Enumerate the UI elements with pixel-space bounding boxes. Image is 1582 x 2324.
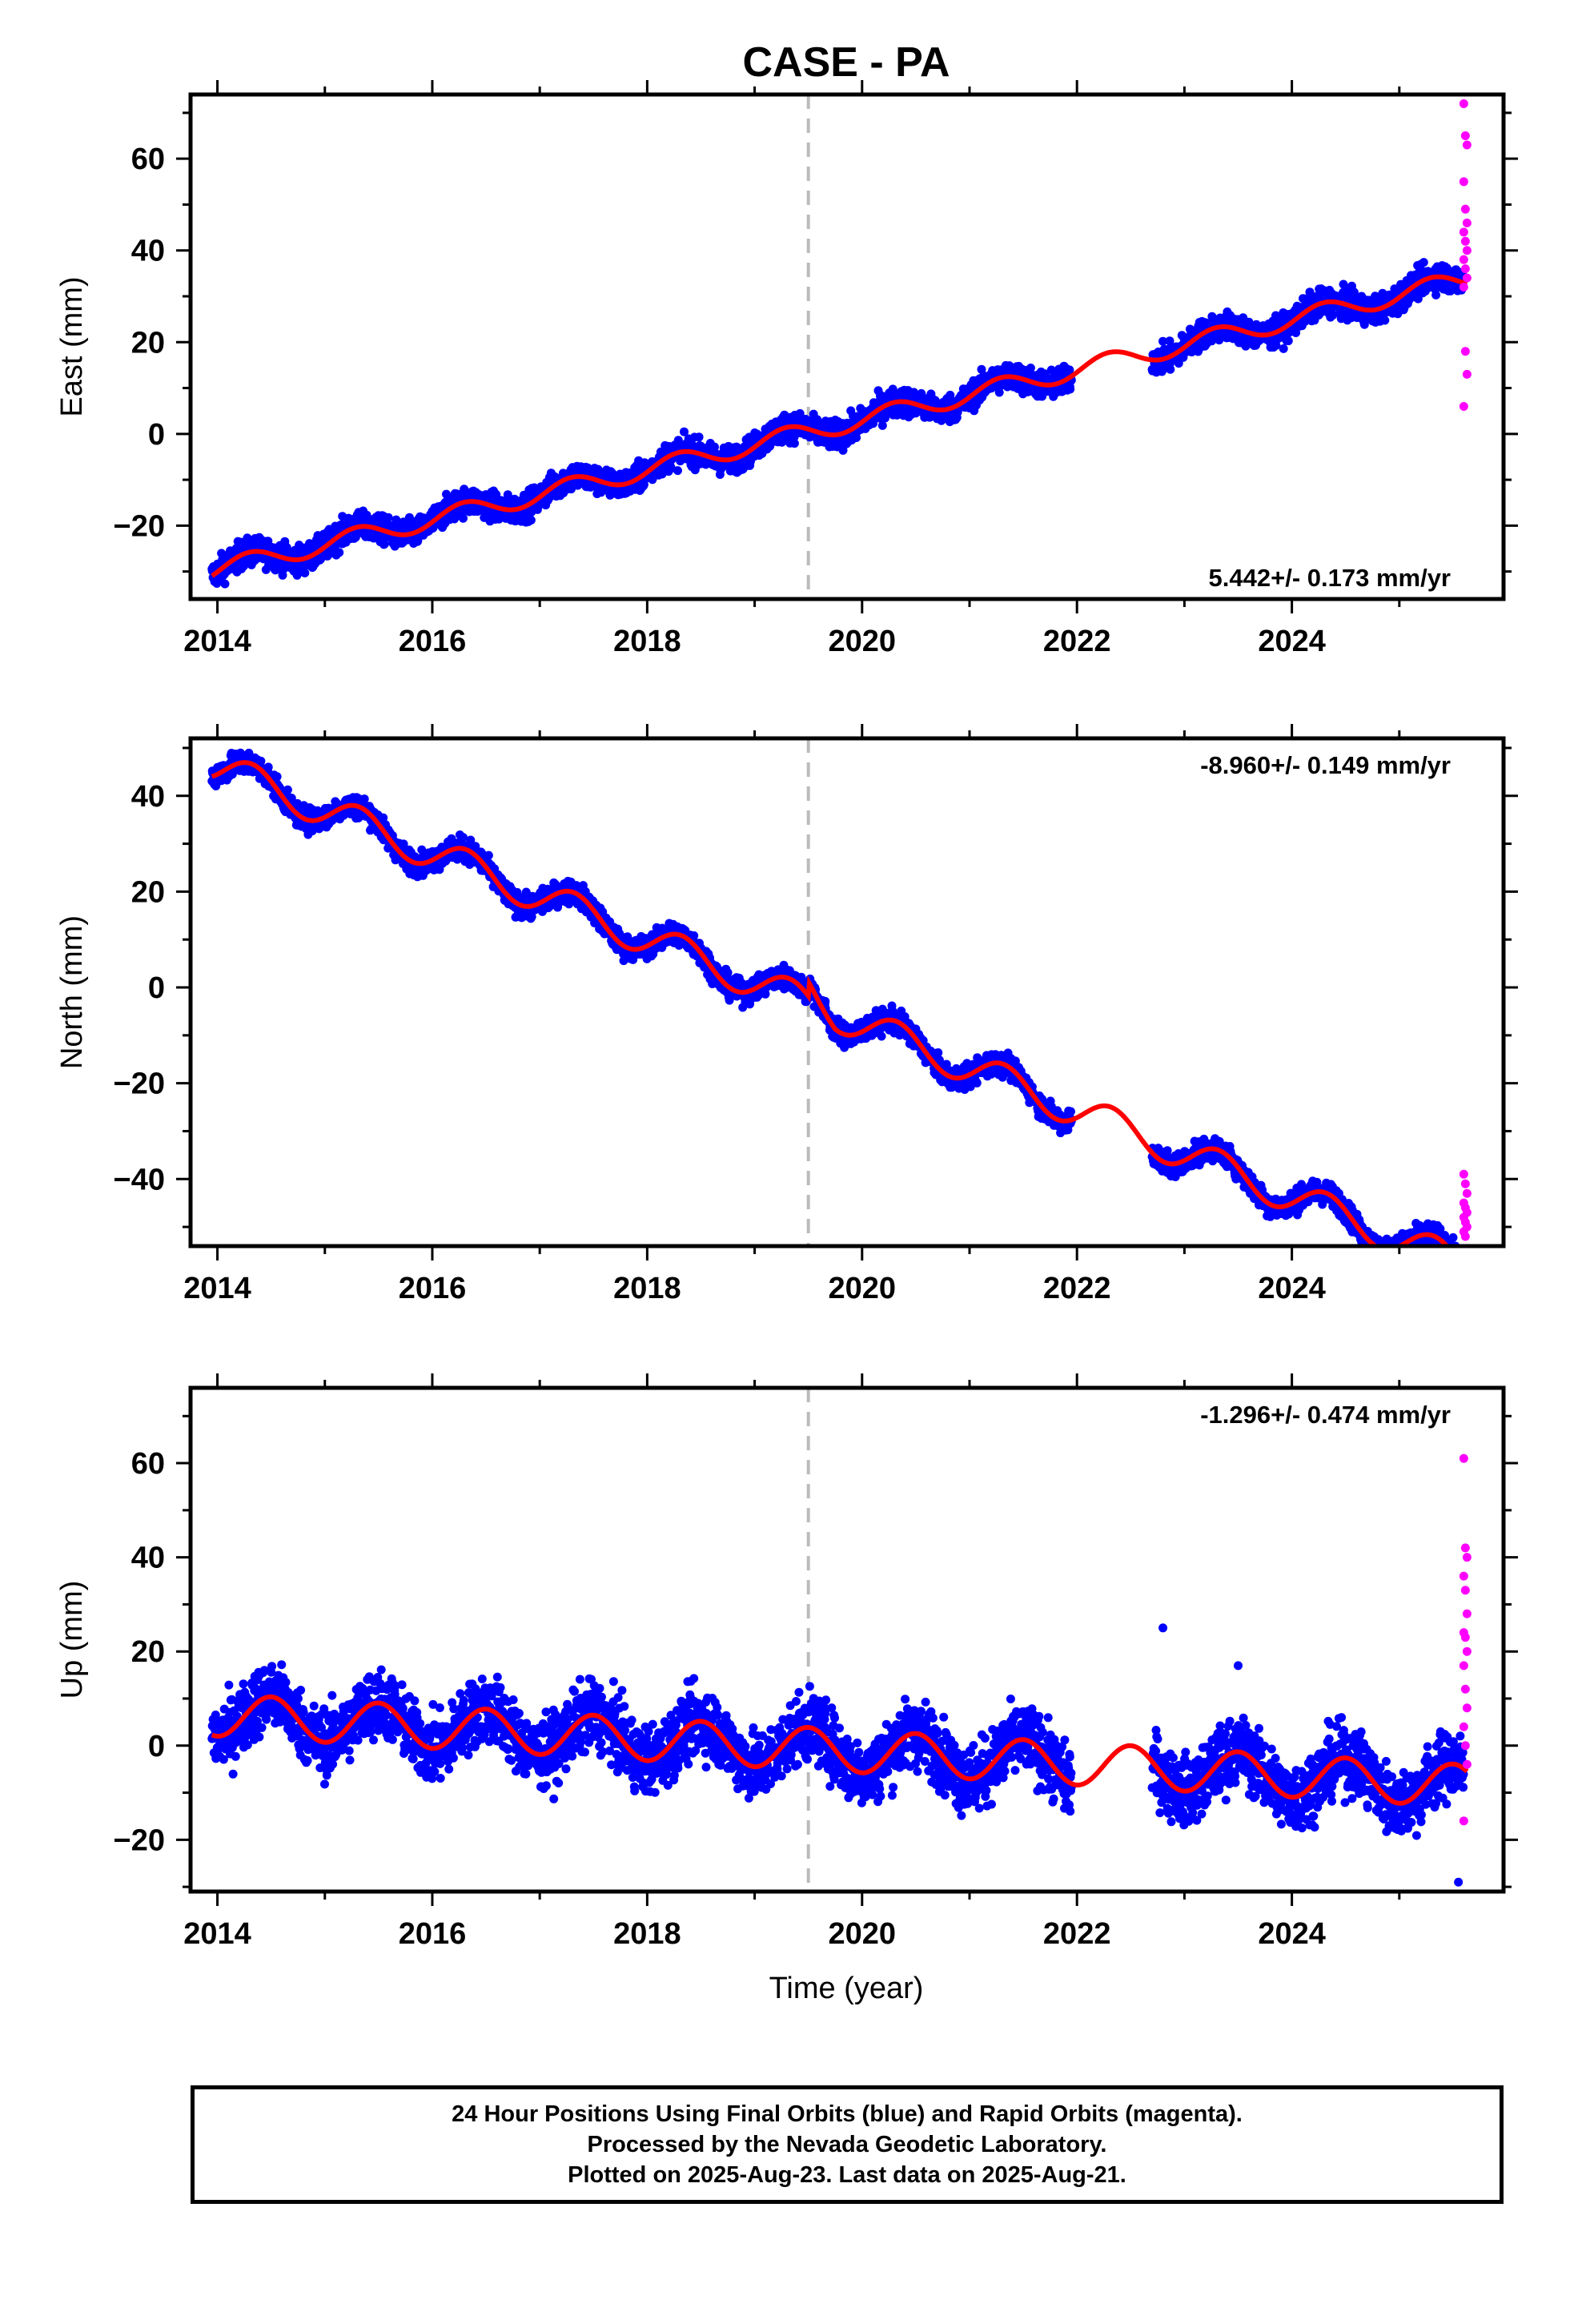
data-point	[1066, 384, 1075, 394]
data-point	[789, 439, 799, 448]
final-orbit-points	[207, 748, 1460, 1246]
data-point	[459, 513, 468, 523]
y-tick-label: 20	[131, 326, 165, 360]
data-point	[694, 432, 704, 442]
panel-east: 2014 2016 2018 2020 2022 2024 −20 0 20 40 60 East (…	[55, 80, 1518, 658]
rate-label: 5.442+/- 0.173 mm/yr	[1209, 564, 1451, 592]
rapid-point	[1462, 246, 1472, 255]
data-point	[283, 785, 292, 794]
rapid-point	[1462, 140, 1472, 150]
data-point	[526, 516, 536, 525]
rapid-point	[1460, 204, 1470, 214]
data-point	[359, 794, 369, 804]
data-point	[383, 513, 393, 522]
rapid-point	[1459, 227, 1468, 237]
x-tick-label: 2016	[399, 625, 467, 658]
rapid-point	[1459, 99, 1468, 108]
rapid-orbit-points	[1459, 99, 1472, 411]
rapid-point	[1459, 177, 1468, 187]
data-point	[484, 850, 493, 860]
rapid-point	[1462, 273, 1472, 283]
rapid-point	[1460, 264, 1470, 274]
x-tick-label: 2022	[1043, 625, 1111, 658]
data-point	[503, 490, 512, 500]
data-point	[379, 539, 389, 549]
data-point	[256, 756, 266, 766]
rapid-point	[1460, 131, 1470, 141]
x-tick-label: 2014	[183, 625, 251, 658]
x-tick-label: 2024	[1258, 625, 1326, 658]
y-tick-label: −20	[114, 509, 165, 543]
chart-title: CASE - PA	[742, 39, 950, 86]
data-point	[1166, 364, 1175, 374]
y-tick-label: 40	[131, 235, 165, 268]
data-point	[272, 772, 282, 782]
rapid-point	[1462, 218, 1472, 227]
data-point	[1279, 344, 1288, 353]
panels: 2014 2016 2018 2020 2022 2024 −20 0 20 40 60 East (…	[55, 80, 1518, 1951]
rapid-point	[1459, 283, 1468, 292]
data-point	[877, 420, 887, 430]
rapid-point	[1460, 236, 1470, 246]
data-point	[994, 388, 1004, 397]
data-point	[220, 579, 230, 589]
rapid-point	[1460, 347, 1470, 356]
data-point	[263, 762, 273, 772]
x-tick-label: 2020	[829, 625, 897, 658]
data-point	[1283, 336, 1293, 346]
rapid-point	[1459, 255, 1468, 264]
rapid-point	[1459, 401, 1468, 411]
rapid-point	[1462, 369, 1472, 379]
panel-north: 2014 2016 2018 2020 2022 2024−40−2002040North…	[55, 724, 1518, 1305]
y-tick-label: 60	[131, 143, 165, 176]
data-point	[673, 466, 682, 476]
data-point	[1380, 316, 1390, 325]
data-point	[492, 489, 501, 499]
data-point	[1431, 290, 1441, 300]
final-orbit-points	[207, 258, 1468, 589]
plot-area	[207, 738, 1472, 1246]
data-point	[300, 569, 310, 577]
data-point	[1419, 258, 1428, 267]
y-tick-label: 0	[148, 418, 165, 452]
plot-area	[207, 94, 1472, 599]
y-axis-label: East (mm)	[55, 276, 89, 416]
x-tick-label: 2018	[613, 625, 681, 658]
data-point	[639, 480, 648, 489]
data-point	[335, 548, 344, 557]
